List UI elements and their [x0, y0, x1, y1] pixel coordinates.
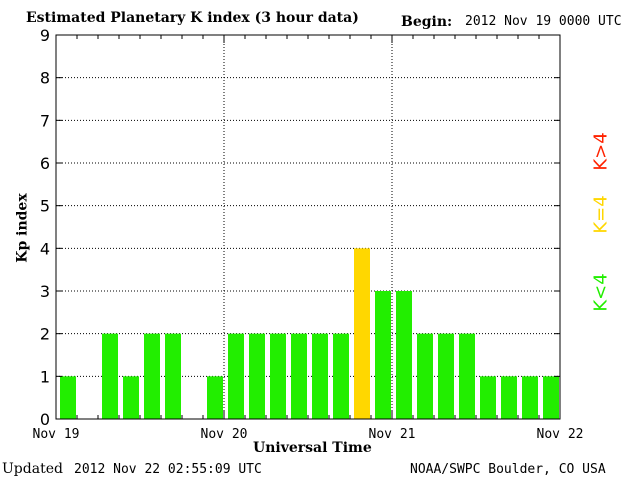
x-tick-label: Nov 20: [201, 427, 248, 442]
x-tick-label: Nov 22: [537, 427, 584, 442]
kp-bar: [417, 333, 433, 419]
x-axis-title: Universal Time: [253, 440, 372, 456]
updated-value: 2012 Nov 22 02:55:09 UTC: [74, 462, 262, 477]
y-tick-label: 3: [40, 282, 50, 301]
kp-bar: [438, 333, 454, 419]
kp-bar: [459, 333, 475, 419]
kp-bar: [333, 333, 349, 419]
kp-bar: [291, 333, 307, 419]
kp-bar: [228, 333, 244, 419]
kp-bar: [354, 248, 370, 419]
kp-bar: [102, 333, 118, 419]
credit-text: NOAA/SWPC Boulder, CO USA: [410, 462, 606, 477]
y-tick-label: 7: [40, 111, 50, 130]
kp-bar: [270, 333, 286, 419]
kp-bar: [396, 291, 412, 419]
y-tick-label: 4: [40, 239, 50, 258]
kp-bar: [375, 291, 391, 419]
y-tick-label: 9: [40, 26, 50, 45]
kp-bar: [480, 376, 496, 419]
legend-k-greater-4: K>4: [590, 132, 612, 171]
kp-bar: [144, 333, 160, 419]
y-axis-title: Kp index: [14, 193, 31, 263]
begin-value: 2012 Nov 19 0000 UTC: [465, 14, 622, 29]
kp-bar: [543, 376, 559, 419]
begin-label: Begin:: [401, 14, 453, 30]
kp-bar: [60, 376, 76, 419]
y-tick-label: 6: [40, 154, 50, 173]
kp-bar: [312, 333, 328, 419]
x-tick-label: Nov 19: [33, 427, 80, 442]
updated-label: Updated: [2, 461, 63, 477]
y-tick-label: 5: [40, 197, 50, 216]
legend-k-less-4: K<4: [590, 273, 612, 312]
kp-bar: [249, 333, 265, 419]
legend-k-equal-4: K=4: [590, 195, 612, 234]
y-tick-label: 0: [40, 410, 50, 429]
y-tick-label: 2: [40, 325, 50, 344]
kp-bar: [123, 376, 139, 419]
kp-bar: [165, 333, 181, 419]
x-tick-label: Nov 21: [369, 427, 416, 442]
y-tick-label: 1: [40, 367, 50, 386]
plot-frame: [55, 34, 561, 420]
kp-bar: [522, 376, 538, 419]
kp-bar: [501, 376, 517, 419]
chart-title: Estimated Planetary K index (3 hour data…: [26, 10, 359, 26]
y-tick-label: 8: [40, 69, 50, 88]
kp-bar: [207, 376, 223, 419]
